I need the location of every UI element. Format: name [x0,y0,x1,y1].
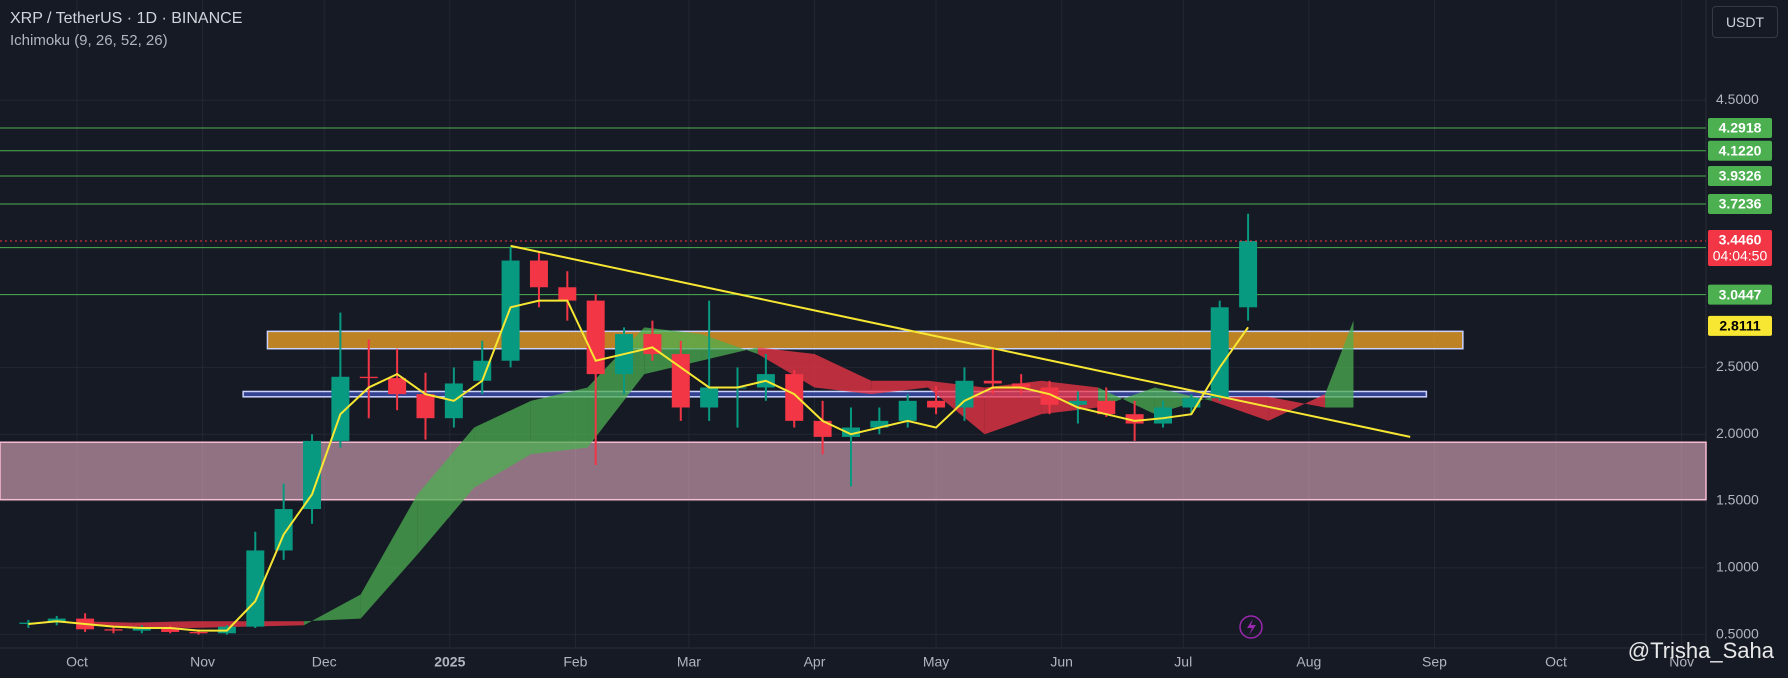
candle-body [927,400,946,408]
candle-body [359,376,378,379]
zone [266,330,1464,350]
candle-body [529,260,548,288]
y-tick-label: 1.5000 [1716,492,1759,508]
lightning-icon[interactable] [1239,615,1263,639]
level-badge [1708,118,1772,139]
x-tick-label: Apr [804,654,826,670]
candle-body [870,420,889,428]
ichimoku-cloud [530,387,588,455]
level-badge [1708,284,1772,305]
candle-body [785,374,804,421]
candle-body [586,300,605,375]
y-tick-label: 0.5000 [1716,625,1759,641]
candle-body [1182,398,1201,408]
candle-body [501,260,520,361]
candle-body [473,360,492,381]
level-label: 3.0447 [1719,286,1762,302]
y-tick-label: 1.0000 [1716,559,1759,575]
trendline [510,244,1411,438]
base-line-badge [1708,315,1772,336]
level-badge [1708,166,1772,187]
x-tick-label: Oct [66,654,88,670]
candle-body [274,509,293,551]
zone [0,441,1707,501]
ichimoku-cloud [1268,394,1326,421]
ichimoku-cloud [814,354,872,395]
level-label: 3.9326 [1719,168,1762,184]
x-tick-label: May [923,654,949,670]
lightning-glyph [1247,619,1256,635]
candle-body [161,627,180,632]
ichimoku-cloud [701,334,758,361]
x-tick-label: 2025 [434,654,465,670]
level-label: 3.7236 [1719,196,1762,212]
ichimoku-cloud [1098,387,1155,415]
x-tick-label: Oct [1545,654,1567,670]
x-tick-label: Aug [1296,654,1321,670]
last-price-badge [1708,230,1772,267]
candle-body [1040,387,1059,405]
watermark: @Trisha_Saha [1627,638,1774,663]
candle-body [955,380,974,408]
candle-body [841,427,860,437]
candle-body [104,629,123,631]
candle-body [303,440,322,510]
candle-body [1210,307,1229,399]
ichimoku-cloud [1325,320,1354,408]
candle-body [983,380,1002,384]
candle-body [246,550,265,627]
candle-body [1125,414,1144,424]
chart-title: XRP / TetherUS · 1D · BINANCE [10,10,243,27]
base-line-label: 2.8111 [1719,318,1760,334]
level-badge [1708,140,1772,161]
x-tick-label: Nov [1669,654,1694,670]
zone [242,390,1428,398]
y-tick-label: 2.0000 [1716,425,1759,441]
ichimoku-cloud [133,621,191,628]
ichimoku-cloud [417,427,475,555]
x-tick-label: Jun [1050,654,1073,670]
x-tick-label: Jul [1174,654,1192,670]
currency-button[interactable]: USDT [1712,6,1778,38]
ichimoku-cloud [474,400,531,488]
conversion-line [28,299,1249,632]
candle-body [1068,400,1087,405]
level-label: 4.1220 [1719,142,1762,158]
candle-body [1153,407,1172,424]
level-label: 4.2918 [1719,120,1762,136]
ichimoku-cloud [871,380,928,395]
candle-body [813,420,832,437]
ichimoku-cloud [360,494,418,619]
x-tick-label: Feb [563,654,587,670]
candle-body [700,387,719,408]
candle-body [189,631,208,634]
x-tick-label: Sep [1422,654,1447,670]
candle-body [558,287,577,301]
ichimoku-cloud [984,380,1042,435]
ichimoku-cloud [303,594,361,626]
x-tick-label: Nov [190,654,215,670]
candle-body [1097,400,1116,415]
y-tick-label: 2.5000 [1716,358,1759,374]
countdown-label: 04:04:50 [1713,248,1768,264]
candle-body [416,394,435,419]
last-price-label: 3.4460 [1719,232,1762,248]
indicator-name: Ichimoku (9, 26, 52, 26) [10,32,168,49]
candle-body [671,354,690,408]
y-tick-label: 4.5000 [1716,91,1759,107]
candle-body [1239,241,1258,308]
candle-body [898,400,917,421]
candle-body [388,378,407,395]
candle-body [1012,383,1031,388]
x-tick-label: Mar [677,654,701,670]
level-badge [1708,193,1772,214]
x-tick-label: Dec [312,654,337,670]
candle-body [132,627,151,631]
plot-area [0,0,1707,648]
